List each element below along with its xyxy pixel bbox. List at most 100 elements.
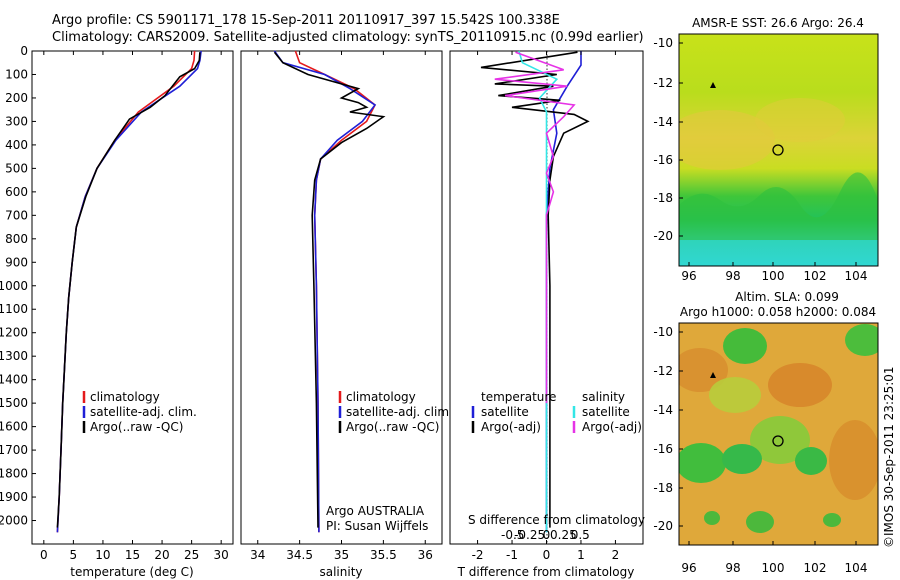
sst-lat-tick-label: -16 bbox=[653, 153, 673, 167]
y-tick-label: 1300 bbox=[0, 349, 28, 363]
salinity-axes-frame bbox=[240, 50, 443, 545]
sla-lat-tick-label: -10 bbox=[653, 325, 673, 339]
sla-low-patch bbox=[750, 416, 810, 464]
y-tick-label: 1500 bbox=[0, 396, 28, 410]
sla-lat-tick-label: -18 bbox=[653, 481, 673, 495]
x-tick-label: 35.5 bbox=[370, 548, 397, 562]
difference-legend: temperature salinity satellite Argo(-adj… bbox=[471, 390, 642, 434]
sla-lat-tick-label: -20 bbox=[653, 519, 673, 533]
imos-timestamp: ©IMOS 30-Sep-2011 23:25:01 bbox=[882, 366, 896, 548]
temperature-axes-frame bbox=[31, 50, 234, 545]
temperature-legend: climatology satellite-adj. clim. Argo(..… bbox=[82, 390, 197, 434]
legend-label-climatology: climatology bbox=[90, 390, 160, 404]
sst-lat-tick-label: -20 bbox=[653, 229, 673, 243]
float-position-marker bbox=[710, 82, 716, 88]
sst-lon-tick-label: 96 bbox=[681, 269, 696, 283]
x-tick-label: -2 bbox=[472, 548, 484, 562]
sla-lon-tick-label: 104 bbox=[845, 561, 868, 575]
sst-map: AMSR-E SST: 26.6 Argo: 26.4 -10 -12 -14 -16… bbox=[653, 16, 879, 283]
profile-location-circle bbox=[772, 144, 784, 156]
y-tick-label: 500 bbox=[5, 161, 28, 175]
sla-lon-tick-label: 98 bbox=[725, 561, 740, 575]
sla-low-patch bbox=[823, 513, 841, 527]
y-tick-label: 1700 bbox=[0, 443, 28, 457]
y-tick-label: 600 bbox=[5, 185, 28, 199]
sst-warm-patch bbox=[755, 98, 845, 142]
sla-field bbox=[679, 323, 878, 545]
series-line-satellite-adj-clim bbox=[273, 50, 377, 533]
sla-low-patch bbox=[746, 511, 774, 533]
y-tick-label: 300 bbox=[5, 114, 28, 128]
sla-lon-tick-label: 96 bbox=[681, 561, 696, 575]
sla-low-patch bbox=[795, 447, 827, 475]
series-line-salinity-argo-adj bbox=[494, 51, 576, 404]
x-tick-label: 0 bbox=[543, 548, 551, 562]
float-position-marker bbox=[710, 372, 716, 378]
s-tick-label: 0.5 bbox=[571, 528, 590, 542]
legend-title-salinity: salinity bbox=[582, 390, 625, 404]
credit-program: Argo AUSTRALIA bbox=[326, 504, 425, 518]
t-difference-axis-label: T difference from climatology bbox=[457, 565, 635, 579]
y-tick-label: 900 bbox=[5, 255, 28, 269]
sla-lon-tick-label: 100 bbox=[762, 561, 785, 575]
temperature-panel: 0100200300400500600700800900100011001200… bbox=[0, 44, 454, 579]
sst-field bbox=[679, 34, 878, 266]
x-tick-label: 34 bbox=[250, 548, 265, 562]
sst-lon-tick-label: 104 bbox=[845, 269, 868, 283]
legend-label-temp-satellite: satellite bbox=[481, 405, 529, 419]
sst-lat-tick-label: -14 bbox=[653, 115, 673, 129]
credit-pi: PI: Susan Wijffels bbox=[326, 519, 428, 533]
s-tick-label: -0.5 bbox=[501, 528, 524, 542]
sla-lat-tick-label: -14 bbox=[653, 403, 673, 417]
x-tick-label: 5 bbox=[70, 548, 78, 562]
sla-mid-patch bbox=[709, 377, 761, 413]
sla-high-patch bbox=[679, 348, 728, 392]
s-difference-axis-label: S difference from climatology bbox=[468, 513, 645, 527]
sla-lat-tick-label: -12 bbox=[653, 364, 673, 378]
sla-map-title: Altim. SLA: 0.099 bbox=[735, 290, 839, 304]
s-tick-label: 0 bbox=[543, 528, 551, 542]
y-tick-label: 2000 bbox=[0, 514, 28, 528]
x-tick-label: 0 bbox=[40, 548, 48, 562]
y-tick-label: 1400 bbox=[0, 373, 28, 387]
y-tick-label: 1100 bbox=[0, 302, 28, 316]
sla-lon-tick-label: 102 bbox=[804, 561, 827, 575]
y-tick-label: 200 bbox=[5, 91, 28, 105]
sst-cool-band bbox=[679, 172, 878, 240]
x-tick-label: 36 bbox=[418, 548, 433, 562]
sla-map-subtitle: Argo h1000: 0.058 h2000: 0.084 bbox=[680, 305, 876, 319]
s-tick-label: -0.25 bbox=[514, 528, 545, 542]
x-tick-label: 15 bbox=[125, 548, 140, 562]
sst-lon-tick-label: 102 bbox=[804, 269, 827, 283]
y-tick-label: 1900 bbox=[0, 490, 28, 504]
legend-title-temperature: temperature bbox=[481, 390, 556, 404]
sst-lon-tick-label: 100 bbox=[762, 269, 785, 283]
profile-location-circle bbox=[772, 435, 784, 447]
y-tick-label: 1600 bbox=[0, 420, 28, 434]
sst-warm-patch bbox=[679, 110, 775, 170]
sla-low-patch bbox=[722, 444, 762, 474]
sst-lat-tick-label: -18 bbox=[653, 191, 673, 205]
sst-lon-tick-label: 98 bbox=[725, 269, 740, 283]
legend-label-sal-argo: Argo(-adj) bbox=[582, 420, 642, 434]
sla-high-patch bbox=[768, 363, 832, 407]
y-tick-label: 1000 bbox=[0, 279, 28, 293]
x-tick-label: 35 bbox=[334, 548, 349, 562]
x-tick-label: -1 bbox=[506, 548, 518, 562]
figure-title-line1: Argo profile: CS 5901171_178 15-Sep-2011… bbox=[52, 13, 560, 28]
y-tick-label: 100 bbox=[5, 67, 28, 81]
legend-label-argo: Argo(..raw -QC) bbox=[90, 420, 183, 434]
legend-label-satellite: satellite-adj. clim. bbox=[90, 405, 197, 419]
legend-label-sal-satellite: satellite bbox=[582, 405, 630, 419]
salinity-panel: 34 34.5 35 35.5 36 salinity climatology sate… bbox=[240, 50, 453, 579]
temperature-xlabel: temperature (deg C) bbox=[70, 565, 193, 579]
x-tick-label: 20 bbox=[154, 548, 169, 562]
sla-high-patch bbox=[829, 420, 878, 500]
x-tick-label: 34.5 bbox=[286, 548, 313, 562]
sst-lat-tick-label: -12 bbox=[653, 76, 673, 90]
legend-label-climatology: climatology bbox=[346, 390, 416, 404]
x-tick-label: 30 bbox=[214, 548, 229, 562]
s-tick-label: 0.25 bbox=[550, 528, 577, 542]
y-tick-label: 800 bbox=[5, 232, 28, 246]
